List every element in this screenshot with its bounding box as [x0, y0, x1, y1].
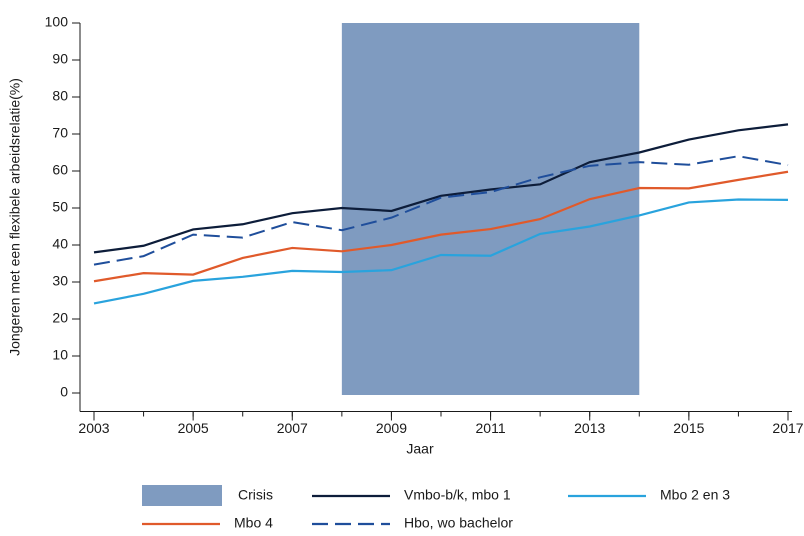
y-axis-label: Jongeren met een flexibele arbeidsrelati… — [7, 78, 23, 356]
y-tick-label: 50 — [52, 199, 68, 215]
x-tick-label: 2011 — [476, 420, 506, 436]
x-tick-label: 2005 — [178, 420, 209, 436]
legend-label: Mbo 2 en 3 — [660, 487, 730, 503]
line-series — [93, 198, 789, 305]
y-tick-label: 80 — [52, 88, 68, 104]
x-tick-label: 2007 — [277, 420, 308, 436]
line-series — [93, 155, 789, 266]
y-tick-label: 40 — [52, 236, 68, 252]
x-tick-label: 2017 — [772, 420, 803, 436]
y-tick-label: 100 — [45, 14, 69, 30]
y-tick-label: 20 — [52, 310, 68, 326]
line-series — [93, 170, 789, 283]
line-series — [93, 123, 789, 254]
y-tick-label: 0 — [60, 384, 68, 400]
legend-label: Hbo, wo bachelor — [404, 515, 513, 531]
y-tick-label: 30 — [52, 273, 68, 289]
legend-label: Mbo 4 — [234, 515, 273, 531]
y-tick-label: 10 — [52, 347, 68, 363]
legend-label: Crisis — [238, 487, 273, 503]
x-tick-label: 2003 — [78, 420, 109, 436]
x-tick-label: 2009 — [376, 420, 407, 436]
x-tick-label: 2015 — [673, 420, 704, 436]
legend-label: Vmbo-b/k, mbo 1 — [404, 487, 511, 503]
y-tick-label: 90 — [52, 51, 68, 67]
x-tick-label: 2013 — [574, 420, 605, 436]
y-tick-label: 70 — [52, 125, 68, 141]
legend-swatch — [142, 485, 222, 506]
y-tick-label: 60 — [52, 162, 68, 178]
x-axis-label: Jaar — [406, 441, 434, 457]
crisis-region — [341, 23, 640, 395]
